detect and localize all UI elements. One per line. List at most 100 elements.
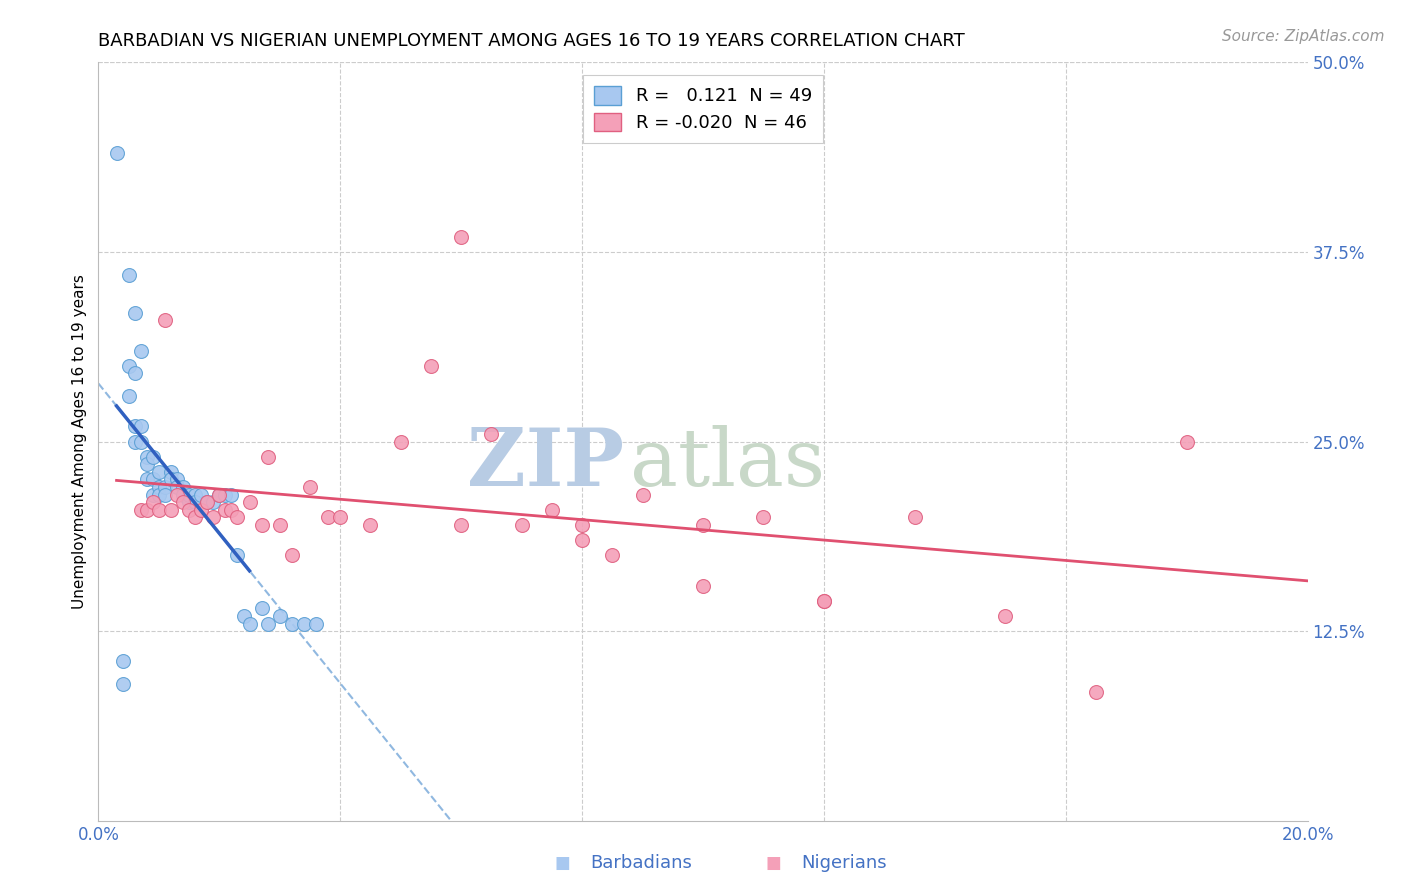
- Point: [179, 495, 201, 509]
- Point: [160, 473, 183, 487]
- Point: [994, 608, 1017, 623]
- Point: [571, 517, 593, 532]
- Text: atlas: atlas: [630, 425, 825, 503]
- Point: [166, 480, 188, 494]
- Point: [256, 450, 278, 464]
- Point: [148, 487, 170, 501]
- Point: [631, 487, 654, 501]
- Text: Source: ZipAtlas.com: Source: ZipAtlas.com: [1222, 29, 1385, 44]
- Point: [148, 503, 170, 517]
- Point: [124, 434, 146, 449]
- Point: [692, 579, 714, 593]
- Text: ZIP: ZIP: [467, 425, 624, 503]
- Point: [214, 487, 236, 501]
- Point: [239, 495, 262, 509]
- Point: [813, 594, 835, 608]
- Point: [904, 510, 927, 524]
- Point: [184, 495, 207, 509]
- Point: [148, 465, 170, 479]
- Point: [292, 616, 315, 631]
- Point: [239, 616, 262, 631]
- Point: [389, 434, 412, 449]
- Point: [142, 450, 165, 464]
- Point: [329, 510, 352, 524]
- Point: [124, 366, 146, 380]
- Point: [135, 458, 157, 472]
- Point: [692, 517, 714, 532]
- Point: [540, 503, 562, 517]
- Point: [118, 268, 141, 282]
- Point: [166, 473, 188, 487]
- Point: [153, 480, 176, 494]
- Point: [179, 503, 201, 517]
- Point: [111, 677, 134, 691]
- Point: [208, 487, 231, 501]
- Point: [172, 487, 194, 501]
- Y-axis label: Unemployment Among Ages 16 to 19 years: Unemployment Among Ages 16 to 19 years: [72, 274, 87, 609]
- Point: [142, 473, 165, 487]
- Point: [124, 305, 146, 319]
- Point: [160, 503, 183, 517]
- Point: [124, 419, 146, 434]
- Point: [166, 487, 188, 501]
- Point: [208, 487, 231, 501]
- Point: [813, 594, 835, 608]
- Point: [226, 510, 249, 524]
- Point: [316, 510, 339, 524]
- Point: [281, 616, 304, 631]
- Point: [129, 419, 152, 434]
- Point: [172, 495, 194, 509]
- Point: [135, 450, 157, 464]
- Point: [142, 495, 165, 509]
- Point: [179, 487, 201, 501]
- Point: [450, 517, 472, 532]
- Point: [195, 495, 218, 509]
- Point: [226, 548, 249, 563]
- Point: [305, 616, 328, 631]
- Point: [214, 503, 236, 517]
- Point: [1085, 685, 1108, 699]
- Point: [221, 487, 243, 501]
- Text: ■: ■: [765, 855, 782, 872]
- Point: [510, 517, 533, 532]
- Point: [153, 487, 176, 501]
- Point: [281, 548, 304, 563]
- Point: [111, 655, 134, 669]
- Point: [752, 510, 775, 524]
- Point: [129, 434, 152, 449]
- Point: [221, 503, 243, 517]
- Point: [481, 427, 503, 442]
- Point: [153, 313, 176, 327]
- Point: [602, 548, 624, 563]
- Point: [142, 487, 165, 501]
- Point: [571, 533, 593, 548]
- Point: [202, 510, 225, 524]
- Point: [256, 616, 278, 631]
- Point: [118, 389, 141, 403]
- Point: [360, 517, 382, 532]
- Point: [160, 465, 183, 479]
- Point: [190, 487, 212, 501]
- Point: [129, 343, 152, 358]
- Point: [148, 480, 170, 494]
- Point: [250, 601, 273, 615]
- Text: Nigerians: Nigerians: [801, 855, 887, 872]
- Point: [299, 480, 322, 494]
- Point: [232, 608, 254, 623]
- Point: [184, 487, 207, 501]
- Point: [269, 608, 291, 623]
- Point: [250, 517, 273, 532]
- Point: [172, 480, 194, 494]
- Point: [450, 229, 472, 244]
- Point: [105, 146, 128, 161]
- Text: Barbadians: Barbadians: [591, 855, 692, 872]
- Point: [269, 517, 291, 532]
- Point: [420, 359, 443, 373]
- Text: ■: ■: [554, 855, 571, 872]
- Point: [135, 503, 157, 517]
- Point: [1175, 434, 1198, 449]
- Point: [190, 503, 212, 517]
- Legend: R =   0.121  N = 49, R = -0.020  N = 46: R = 0.121 N = 49, R = -0.020 N = 46: [583, 75, 823, 143]
- Point: [184, 510, 207, 524]
- Point: [195, 495, 218, 509]
